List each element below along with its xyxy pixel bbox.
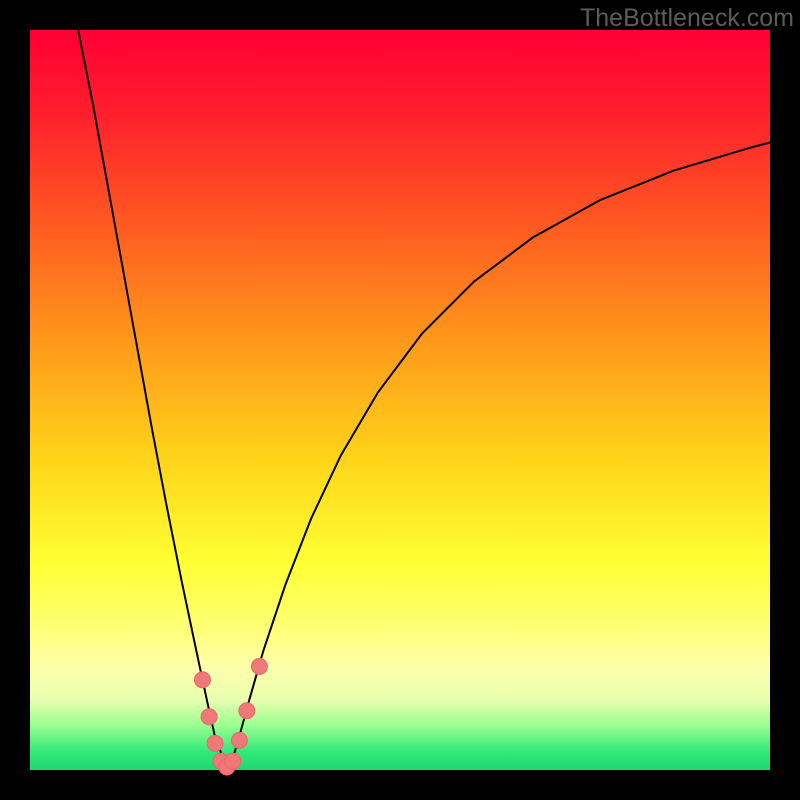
curve-marker xyxy=(239,703,255,719)
curve-marker xyxy=(225,753,241,769)
bottleneck-chart xyxy=(0,0,800,800)
chart-root: TheBottleneck.com xyxy=(0,0,800,800)
curve-marker xyxy=(231,732,247,748)
plot-background xyxy=(30,30,770,770)
curve-marker xyxy=(251,658,267,674)
curve-marker xyxy=(194,672,210,688)
curve-marker xyxy=(201,709,217,725)
curve-marker xyxy=(207,735,223,751)
